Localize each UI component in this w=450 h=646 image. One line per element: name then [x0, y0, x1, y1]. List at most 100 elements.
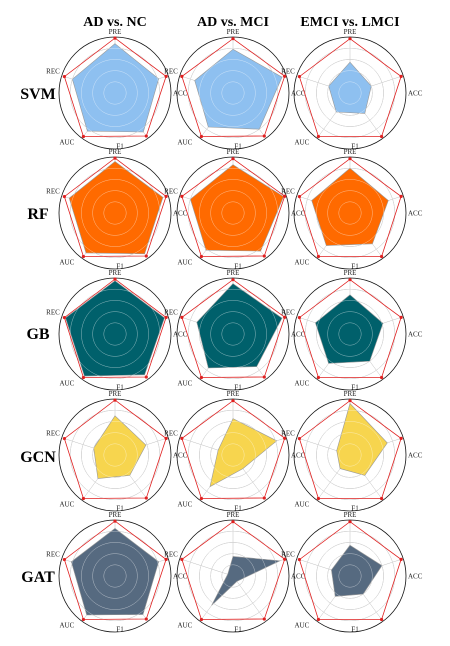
axis-label-f1: F1: [116, 625, 124, 633]
reference-point-f1: [379, 134, 384, 139]
axis-label-f1: F1: [351, 142, 359, 150]
reference-point-auc: [199, 134, 204, 139]
reference-point-rec: [297, 436, 302, 441]
reference-point-pre: [231, 37, 235, 41]
reference-point-rec: [62, 74, 67, 79]
inner-grid-ring: [199, 300, 267, 368]
reference-series: [298, 400, 402, 499]
axis-label-pre: PRE: [227, 511, 240, 519]
axis-label-rec: REC: [281, 309, 295, 317]
axis-label-acc: ACC: [291, 331, 306, 339]
reference-point-rec: [180, 74, 184, 78]
inner-grid-ring: [69, 288, 161, 380]
reference-point-acc: [399, 74, 403, 78]
radar-rf-ad-vs-mci: PRE ACC F1 AUC REC: [164, 148, 306, 270]
reference-point-f1: [144, 496, 148, 500]
reference-point-rec: [180, 194, 184, 198]
axis-label-acc: ACC: [173, 90, 188, 98]
reference-point-auc: [81, 617, 86, 622]
inner-grid-ring: [221, 201, 245, 225]
axis-label-f1: F1: [351, 383, 359, 391]
reference-point-rec: [297, 557, 302, 562]
reference-point-acc: [283, 74, 287, 78]
reference-series: [63, 399, 167, 499]
axis-label-rec: REC: [281, 68, 295, 76]
axis-label-f1: F1: [351, 625, 359, 633]
reference-point-pre: [348, 278, 352, 282]
reference-point-acc: [283, 194, 287, 198]
axis-label-pre: PRE: [109, 511, 122, 519]
axis-label-auc: AUC: [177, 258, 192, 266]
reference-point-rec: [297, 74, 302, 79]
radar-svm-ad-vs-nc: PRE ACC F1 AUC REC: [46, 28, 188, 150]
axis-label-acc: ACC: [291, 90, 306, 98]
reference-point-acc: [164, 557, 168, 561]
spoke-rec: [179, 558, 234, 577]
inner-grid-ring: [210, 311, 256, 357]
reference-series: [63, 278, 167, 378]
inner-grid-ring: [69, 530, 161, 622]
axis-label-auc: AUC: [177, 138, 192, 146]
reference-point-rec: [297, 315, 302, 320]
reference-point-auc: [81, 496, 86, 501]
radar-gb-ad-vs-nc: PRE ACC F1 AUC REC: [46, 269, 188, 391]
column-title-ad-vs-nc: AD vs. NC: [83, 15, 146, 30]
series-gcn: [93, 415, 147, 479]
axis-label-f1: F1: [116, 262, 124, 270]
axis-label-auc: AUC: [294, 621, 309, 629]
radar-rf-ad-vs-nc: PRE ACC F1 AUC REC: [46, 148, 188, 270]
reference-point-f1: [379, 496, 384, 501]
inner-grid-ring: [316, 300, 384, 368]
reference-series: [63, 157, 167, 257]
inner-grid-ring: [103, 564, 127, 588]
reference-series: [63, 37, 167, 137]
reference-point-auc: [316, 496, 321, 501]
radar-gb-ad-vs-mci: PRE ACC F1 AUC REC: [164, 269, 306, 391]
reference-point-rec: [180, 436, 184, 440]
reference-point-f1: [262, 617, 266, 621]
reference-series: [181, 400, 286, 499]
radar-panels: PRE ACC F1 AUC REC PRE ACC F1 AUC REC PRE ACC F1 AUC R…: [46, 28, 423, 633]
inner-grid-ring: [210, 553, 256, 599]
reference-point-f1: [144, 375, 148, 379]
reference-point-auc: [316, 134, 321, 139]
inner-grid-ring: [304, 409, 396, 501]
axis-label-acc: ACC: [291, 573, 306, 581]
axis-label-f1: F1: [351, 504, 359, 512]
axis-label-rec: REC: [281, 188, 295, 196]
axis-label-rec: REC: [164, 188, 178, 196]
reference-series: [181, 521, 286, 620]
series-gb: [196, 283, 283, 369]
reference-point-pre: [231, 278, 235, 282]
reference-series: [181, 38, 286, 137]
reference-point-pre: [348, 157, 352, 161]
axis-label-rec: REC: [46, 68, 60, 76]
reference-series: [63, 520, 167, 620]
reference-point-f1: [262, 134, 266, 138]
inner-grid-ring: [69, 409, 161, 501]
inner-grid-ring: [221, 564, 245, 588]
reference-point-f1: [144, 134, 148, 138]
reference-point-f1: [379, 617, 384, 622]
axis-label-pre: PRE: [344, 28, 357, 36]
axis-label-rec: REC: [46, 309, 60, 317]
axis-label-auc: AUC: [59, 621, 74, 629]
axis-label-rec: REC: [164, 551, 178, 559]
row-label-gcn: GCN: [20, 449, 56, 466]
reference-point-acc: [164, 436, 168, 440]
radar-gat-ad-vs-nc: PRE ACC F1 AUC REC: [46, 511, 188, 633]
inner-grid-ring: [327, 432, 373, 478]
inner-grid-ring: [187, 409, 279, 501]
inner-grid-ring: [304, 47, 396, 139]
axis-label-rec: REC: [46, 188, 60, 196]
inner-grid-ring: [92, 190, 138, 236]
inner-grid-ring: [327, 70, 373, 116]
inner-grid-ring: [69, 47, 161, 139]
reference-series: [181, 279, 286, 378]
reference-point-acc: [283, 557, 287, 561]
axis-label-acc: ACC: [408, 90, 423, 98]
column-title-ad-vs-mci: AD vs. MCI: [197, 15, 269, 30]
axis-label-auc: AUC: [59, 500, 74, 508]
axis-label-f1: F1: [234, 383, 242, 391]
